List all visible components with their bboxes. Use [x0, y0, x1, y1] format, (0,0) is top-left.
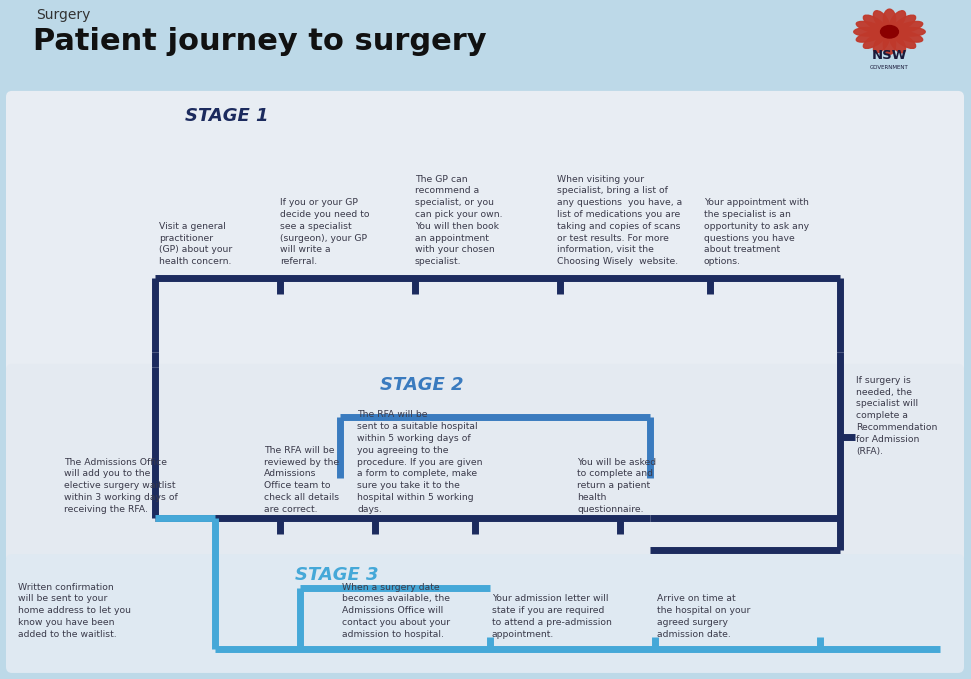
Text: Patient journey to surgery: Patient journey to surgery	[33, 27, 486, 56]
Ellipse shape	[893, 33, 916, 48]
Ellipse shape	[863, 15, 886, 31]
Text: Visit a general
practitioner
(GP) about your
health concern.: Visit a general practitioner (GP) about …	[159, 222, 232, 266]
Ellipse shape	[893, 15, 916, 31]
Ellipse shape	[863, 33, 886, 48]
Text: When visiting your
specialist, bring a list of
any questions  you have, a
list o: When visiting your specialist, bring a l…	[557, 175, 683, 266]
Text: Arrive on time at
the hospital on your
agreed surgery
admission date.: Arrive on time at the hospital on your a…	[657, 594, 751, 639]
Ellipse shape	[856, 31, 884, 42]
Text: The RFA will be
sent to a suitable hospital
within 5 working days of
you agreein: The RFA will be sent to a suitable hospi…	[357, 410, 483, 514]
Ellipse shape	[854, 27, 883, 36]
FancyBboxPatch shape	[6, 554, 964, 673]
Ellipse shape	[856, 22, 884, 33]
Ellipse shape	[884, 34, 895, 54]
Text: STAGE 2: STAGE 2	[380, 376, 463, 394]
Text: NSW: NSW	[872, 49, 907, 62]
Text: Your appointment with
the specialist is an
opportunity to ask any
questions you : Your appointment with the specialist is …	[704, 198, 809, 266]
Text: When a surgery date
becomes available, the
Admissions Office will
contact you ab: When a surgery date becomes available, t…	[342, 583, 451, 639]
Ellipse shape	[895, 31, 922, 42]
Text: If surgery is
needed, the
specialist will
complete a
Recommendation
for Admissio: If surgery is needed, the specialist wil…	[856, 376, 937, 456]
Text: Your admission letter will
state if you are required
to attend a pre-admission
a: Your admission letter will state if you …	[492, 594, 612, 639]
Ellipse shape	[889, 34, 906, 53]
Text: Surgery: Surgery	[36, 8, 90, 22]
Text: The Admissions Office
will add you to the
elective surgery waitlist
within 3 wor: The Admissions Office will add you to th…	[64, 458, 178, 514]
Ellipse shape	[896, 27, 925, 36]
Text: STAGE 1: STAGE 1	[185, 107, 269, 125]
Text: STAGE 3: STAGE 3	[295, 566, 379, 584]
Ellipse shape	[874, 34, 889, 53]
Text: GOVERNMENT: GOVERNMENT	[870, 65, 909, 70]
Ellipse shape	[895, 22, 922, 33]
FancyBboxPatch shape	[6, 364, 964, 562]
Text: The RFA will be
reviewed by the
Admissions
Office team to
check all details
are : The RFA will be reviewed by the Admissio…	[264, 446, 339, 514]
Ellipse shape	[884, 9, 895, 29]
Ellipse shape	[889, 11, 906, 30]
Text: Written confirmation
will be sent to your
home address to let you
know you have : Written confirmation will be sent to you…	[18, 583, 131, 639]
Text: You will be asked
to complete and
return a patient
health
questionnaire.: You will be asked to complete and return…	[577, 458, 656, 514]
Ellipse shape	[874, 11, 889, 30]
Circle shape	[881, 26, 898, 38]
Text: If you or your GP
decide you need to
see a specialist
(surgeon), your GP
will wr: If you or your GP decide you need to see…	[280, 198, 370, 266]
FancyBboxPatch shape	[6, 91, 964, 373]
Text: The GP can
recommend a
specialist, or you
can pick your own.
You will then book
: The GP can recommend a specialist, or yo…	[415, 175, 503, 266]
